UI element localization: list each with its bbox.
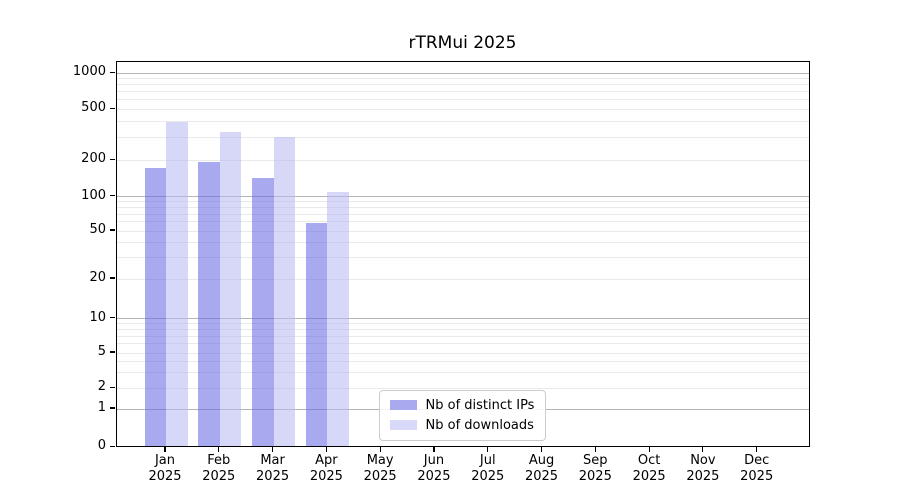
legend-item-distinct-ips: Nb of distinct IPs xyxy=(389,397,535,413)
y-tick-label-1: 1 xyxy=(97,400,106,415)
x-tick-label-sep: Sep 2025 xyxy=(578,452,612,485)
y-tick-label-2: 2 xyxy=(97,379,106,395)
grid-line-minor-90 xyxy=(116,201,809,203)
legend-swatch-distinct-ips xyxy=(389,400,417,410)
grid-line-minor-3 xyxy=(116,372,809,374)
grid-line-minor-5 xyxy=(116,352,809,354)
grid-line-minor-6 xyxy=(116,343,809,345)
bar-distinct-ips-jan xyxy=(144,168,166,446)
y-tick-mark-0 xyxy=(110,445,115,447)
x-tick-mark-apr xyxy=(325,446,327,452)
plot-area: Nb of distinct IPs Nb of downloads xyxy=(115,60,810,447)
x-tick-label-feb: Feb 2025 xyxy=(202,452,236,485)
legend-label-downloads: Nb of downloads xyxy=(425,417,534,433)
x-tick-mark-may xyxy=(379,446,381,452)
grid-line-minor-40 xyxy=(116,242,809,244)
x-tick-label-mar: Mar 2025 xyxy=(256,452,290,485)
y-tick-mark-5 xyxy=(110,351,115,353)
grid-layer xyxy=(116,62,809,446)
y-tick-label-10: 10 xyxy=(89,309,106,325)
grid-line-minor-2 xyxy=(116,387,809,389)
grid-line-minor-300 xyxy=(116,137,809,139)
grid-line-major-1000 xyxy=(116,72,809,74)
x-tick-mark-jan xyxy=(164,446,166,452)
x-tick-mark-nov xyxy=(702,446,704,452)
grid-line-minor-50 xyxy=(116,230,809,232)
x-tick-mark-feb xyxy=(218,446,220,452)
grid-line-minor-4 xyxy=(116,361,809,363)
grid-line-minor-600 xyxy=(116,99,809,101)
y-tick-label-200: 200 xyxy=(81,151,106,167)
grid-line-minor-60 xyxy=(116,221,809,223)
legend: Nb of distinct IPs Nb of downloads xyxy=(378,389,547,441)
grid-line-minor-80 xyxy=(116,207,809,209)
grid-line-minor-900 xyxy=(116,78,809,80)
y-tick-mark-200 xyxy=(110,158,115,160)
x-tick-mark-jun xyxy=(433,446,435,452)
grid-line-minor-7 xyxy=(116,335,809,337)
y-tick-mark-10 xyxy=(110,316,115,319)
x-tick-label-dec: Dec 2025 xyxy=(740,452,774,485)
bar-downloads-jan xyxy=(166,122,188,446)
grid-line-major-10 xyxy=(116,318,809,319)
x-tick-label-aug: Aug 2025 xyxy=(524,452,559,485)
grid-line-minor-8 xyxy=(116,329,809,331)
grid-line-minor-20 xyxy=(116,278,809,280)
chart-title: rTRMui 2025 xyxy=(408,33,517,53)
grid-line-minor-30 xyxy=(116,257,809,259)
y-tick-label-20: 20 xyxy=(89,270,106,285)
x-tick-label-jul: Jul 2025 xyxy=(471,452,505,485)
grid-line-minor-400 xyxy=(116,121,809,123)
bars-layer xyxy=(117,62,810,446)
legend-label-distinct-ips: Nb of distinct IPs xyxy=(425,397,535,413)
x-tick-mark-aug xyxy=(540,446,543,452)
grid-line-minor-70 xyxy=(116,213,809,215)
x-tick-label-jan: Jan 2025 xyxy=(148,452,182,485)
x-tick-mark-mar xyxy=(271,446,274,452)
grid-line-minor-200 xyxy=(116,159,809,161)
bar-distinct-ips-feb xyxy=(198,162,220,446)
x-tick-mark-jul xyxy=(487,446,489,452)
x-tick-label-apr: Apr 2025 xyxy=(309,452,343,485)
y-tick-label-0: 0 xyxy=(97,438,106,454)
y-tick-label-50: 50 xyxy=(89,222,106,237)
y-tick-mark-1 xyxy=(110,407,115,409)
grid-line-minor-700 xyxy=(116,91,809,93)
y-tick-mark-100 xyxy=(110,195,115,197)
y-tick-label-1000: 1000 xyxy=(72,64,106,80)
y-tick-label-100: 100 xyxy=(81,187,106,203)
x-tick-label-oct: Oct 2025 xyxy=(632,452,666,485)
grid-line-minor-500 xyxy=(116,108,809,110)
bar-distinct-ips-mar xyxy=(252,178,274,446)
y-tick-mark-50 xyxy=(110,229,115,231)
bar-downloads-apr xyxy=(327,192,349,446)
y-tick-label-500: 500 xyxy=(81,100,106,116)
bar-downloads-feb xyxy=(219,131,242,446)
x-tick-label-nov: Nov 2025 xyxy=(686,452,720,485)
y-tick-mark-1000 xyxy=(110,71,115,73)
bar-distinct-ips-apr xyxy=(305,222,328,446)
grid-line-major-100 xyxy=(116,196,809,198)
y-tick-mark-2 xyxy=(110,386,115,388)
x-tick-mark-dec xyxy=(756,446,758,452)
bar-downloads-mar xyxy=(273,136,296,446)
y-tick-mark-500 xyxy=(110,107,115,109)
grid-line-minor-9 xyxy=(116,323,809,325)
y-tick-mark-20 xyxy=(110,277,115,279)
y-tick-label-5: 5 xyxy=(97,344,106,359)
legend-swatch-downloads xyxy=(389,420,417,430)
x-tick-label-jun: Jun 2025 xyxy=(417,452,451,485)
grid-line-minor-800 xyxy=(116,84,809,86)
x-tick-mark-sep xyxy=(594,446,596,452)
x-tick-mark-oct xyxy=(648,446,650,452)
x-tick-label-may: May 2025 xyxy=(363,452,397,485)
legend-item-downloads: Nb of downloads xyxy=(389,417,535,433)
